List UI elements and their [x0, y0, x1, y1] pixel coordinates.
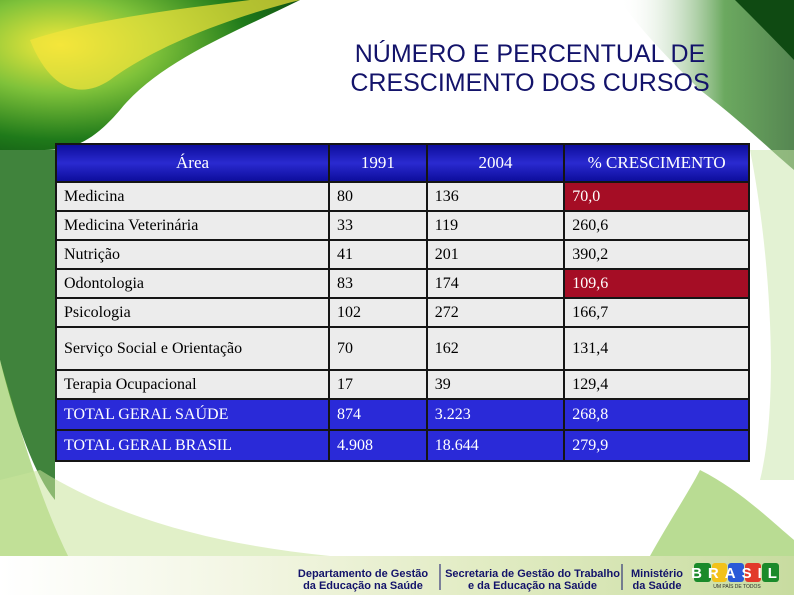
- footer-secretaria: Secretaria de Gestão do Trabalho e da Ed…: [445, 568, 620, 592]
- header-area: Área: [54, 143, 331, 183]
- cell-2004: 174: [425, 268, 566, 299]
- cell-area: TOTAL GERAL BRASIL: [54, 429, 331, 462]
- cell-growth: 279,9: [563, 429, 750, 462]
- cell-area: Medicina: [54, 181, 331, 212]
- cell-1991: 41: [328, 239, 428, 270]
- cell-2004: 201: [425, 239, 566, 270]
- table-row: Odontologia 83 174 109,6: [54, 268, 750, 299]
- cell-1991: 4.908: [328, 429, 428, 462]
- cell-growth: 268,8: [563, 398, 750, 431]
- table-row: Medicina 80 136 70,0: [54, 181, 750, 212]
- cell-area: Serviço Social e Orientação: [54, 326, 331, 371]
- cell-2004: 39: [425, 369, 566, 400]
- cell-growth: 129,4: [563, 369, 750, 400]
- cell-area: Terapia Ocupacional: [54, 369, 331, 400]
- cell-2004: 119: [425, 210, 566, 241]
- cell-area: TOTAL GERAL SAÚDE: [54, 398, 331, 431]
- footer-ministerio: Ministério da Saúde: [631, 568, 683, 592]
- cell-2004: 162: [425, 326, 566, 371]
- header-2004: 2004: [425, 143, 566, 183]
- cell-area: Odontologia: [54, 268, 331, 299]
- cell-growth: 260,6: [563, 210, 750, 241]
- header-growth: % CRESCIMENTO: [563, 143, 750, 183]
- slide-title: NÚMERO E PERCENTUAL DE CRESCIMENTO DOS C…: [300, 40, 760, 98]
- cell-1991: 17: [328, 369, 428, 400]
- cell-2004: 272: [425, 297, 566, 328]
- logo-tagline: UM PAÍS DE TODOS: [713, 583, 761, 590]
- cell-1991: 83: [328, 268, 428, 299]
- cell-1991: 33: [328, 210, 428, 241]
- table-row-total-saude: TOTAL GERAL SAÚDE 874 3.223 268,8: [54, 398, 750, 431]
- cell-1991: 80: [328, 181, 428, 212]
- footer-dept-gestao-educacao: Departamento de Gestão da Educação na Sa…: [297, 568, 429, 592]
- cell-1991: 70: [328, 326, 428, 371]
- growth-table: Área 1991 2004 % CRESCIMENTO Medicina 80…: [54, 143, 750, 462]
- title-line-1: NÚMERO E PERCENTUAL DE: [354, 40, 706, 68]
- table-row: Terapia Ocupacional 17 39 129,4: [54, 369, 750, 400]
- cell-growth: 166,7: [563, 297, 750, 328]
- brasil-logo: BRASIL UM PAÍS DE TODOS: [692, 563, 782, 590]
- table-row: Psicologia 102 272 166,7: [54, 297, 750, 328]
- table-header-row: Área 1991 2004 % CRESCIMENTO: [54, 143, 750, 183]
- cell-growth: 109,6: [563, 268, 750, 299]
- cell-growth: 70,0: [563, 181, 750, 212]
- table-row: Medicina Veterinária 33 119 260,6: [54, 210, 750, 241]
- footer-band: [0, 556, 794, 595]
- header-1991: 1991: [328, 143, 428, 183]
- cell-area: Nutrição: [54, 239, 331, 270]
- table-row: Serviço Social e Orientação 70 162 131,4: [54, 326, 750, 371]
- table-row-total-brasil: TOTAL GERAL BRASIL 4.908 18.644 279,9: [54, 429, 750, 462]
- logo-wordmark: BRASIL: [692, 565, 782, 582]
- cell-growth: 390,2: [563, 239, 750, 270]
- table-row: Nutrição 41 201 390,2: [54, 239, 750, 270]
- cell-growth: 131,4: [563, 326, 750, 371]
- cell-2004: 18.644: [425, 429, 566, 462]
- cell-area: Psicologia: [54, 297, 331, 328]
- title-line-2: CRESCIMENTO DOS CURSOS: [350, 69, 710, 97]
- cell-area: Medicina Veterinária: [54, 210, 331, 241]
- cell-1991: 102: [328, 297, 428, 328]
- cell-2004: 136: [425, 181, 566, 212]
- cell-2004: 3.223: [425, 398, 566, 431]
- cell-1991: 874: [328, 398, 428, 431]
